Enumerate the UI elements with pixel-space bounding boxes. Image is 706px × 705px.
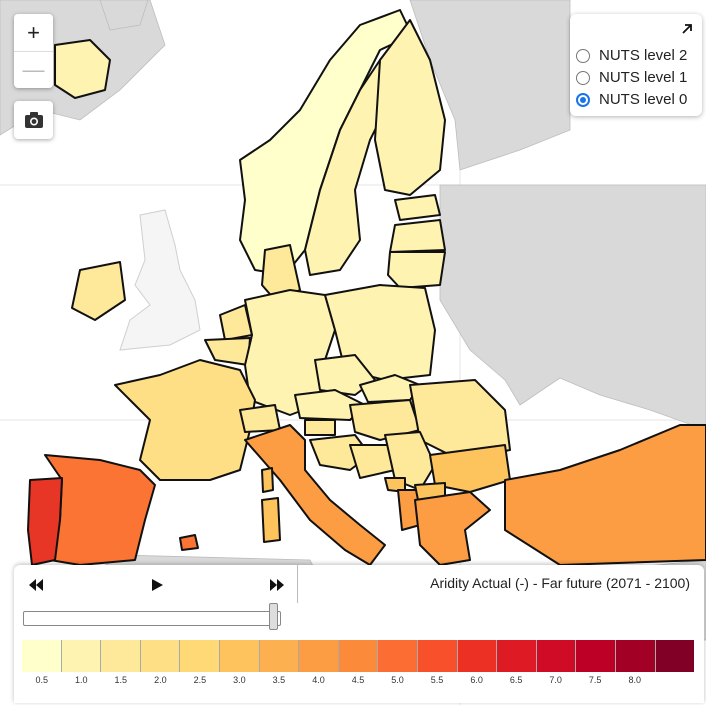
legend-swatch (377, 640, 417, 672)
layer-option-nuts0[interactable]: NUTS level 0 (576, 91, 687, 108)
legend-ticks: 0.5 1.0 1.5 2.0 2.5 3.0 3.5 4.0 4.5 5.0 5.5 6.0 6.5 7… (22, 675, 694, 689)
region-balearic (179, 534, 199, 551)
legend-tick-label: 3.5 (272, 675, 286, 685)
legend-tick-label: 6.5 (509, 675, 523, 685)
region-france (114, 359, 256, 481)
legend-swatch (179, 640, 219, 672)
region-serbia (384, 431, 436, 491)
legend-tick-label: 5.5 (430, 675, 444, 685)
zoom-out-button[interactable]: — (14, 51, 53, 88)
region-portugal (27, 477, 63, 566)
region-latvia (389, 219, 446, 253)
legend-swatch (456, 640, 497, 672)
zoom-in-button[interactable]: + (27, 19, 40, 45)
timeline-panel: Aridity Actual (-) - Far future (2071 - … (14, 565, 704, 703)
region-slovenia (304, 419, 336, 436)
layer-option-nuts2[interactable]: NUTS level 2 (576, 47, 687, 64)
time-slider-track[interactable] (23, 611, 281, 626)
legend-tick-label: 1.5 (114, 675, 128, 685)
fast-forward-icon[interactable] (267, 575, 287, 595)
legend-tick-label: 2.0 (154, 675, 167, 685)
region-italy (244, 424, 386, 566)
legend-swatch (60, 640, 101, 672)
region-iceland (54, 39, 111, 99)
region-corsica (261, 467, 274, 493)
legend-swatch (654, 640, 695, 672)
dataset-title: Aridity Actual (-) - Far future (2071 - … (430, 575, 690, 591)
radio-nuts2[interactable] (576, 48, 590, 63)
region-spain (44, 454, 156, 566)
region-sweden (304, 59, 391, 276)
layer-label-nuts0: NUTS level 0 (599, 91, 688, 108)
nodata-uk (119, 209, 201, 351)
region-greece (414, 491, 491, 566)
panel-divider (297, 565, 298, 603)
legend-swatch (614, 640, 655, 672)
legend-swatch (496, 640, 536, 672)
camera-icon (24, 112, 43, 128)
legend-tick-label: 5.0 (391, 675, 404, 685)
region-switzerland (239, 404, 281, 433)
color-legend (22, 640, 695, 672)
legend-tick-label: 4.5 (351, 675, 365, 685)
layer-label-nuts1: NUTS level 1 (599, 69, 688, 86)
region-bulgaria (429, 444, 511, 493)
legend-swatch (575, 640, 615, 672)
legend-tick-label: 1.0 (75, 675, 88, 685)
legend-swatch (100, 640, 140, 672)
legend-tick-label: 7.5 (588, 675, 602, 685)
legend-swatch (416, 640, 457, 672)
legend-swatch (258, 640, 299, 672)
region-sardinia (261, 497, 281, 543)
radio-nuts0[interactable] (576, 92, 590, 107)
arrow-up-right-icon[interactable] (680, 22, 694, 36)
rewind-icon[interactable] (26, 575, 46, 595)
legend-swatch (298, 640, 338, 672)
legend-swatch (22, 640, 61, 672)
legend-swatch (139, 640, 180, 672)
region-ireland (71, 261, 126, 321)
legend-tick-label: 2.5 (193, 675, 207, 685)
layer-selector: NUTS level 2 NUTS level 1 NUTS level 0 (570, 14, 702, 116)
region-estonia (394, 194, 441, 221)
nuts0-regions[interactable] (27, 9, 706, 566)
region-lithuania (387, 251, 446, 289)
layer-option-nuts1[interactable]: NUTS level 1 (576, 69, 687, 86)
legend-tick-label: 8.0 (628, 675, 641, 685)
legend-tick-label: 4.0 (312, 675, 325, 685)
legend-swatch (218, 640, 259, 672)
time-slider-thumb[interactable] (269, 603, 278, 630)
legend-swatch (535, 640, 576, 672)
layer-label-nuts2: NUTS level 2 (599, 47, 688, 64)
radio-nuts1[interactable] (576, 70, 590, 85)
legend-tick-label: 3.0 (233, 675, 246, 685)
legend-tick-label: 6.0 (470, 675, 483, 685)
play-icon[interactable] (147, 575, 167, 595)
legend-tick-label: 0.5 (35, 675, 49, 685)
region-finland (374, 19, 446, 196)
region-turkey (504, 424, 706, 566)
zoom-control: + — (14, 14, 53, 88)
screenshot-button[interactable] (14, 101, 53, 139)
legend-tick-label: 7.0 (549, 675, 562, 685)
legend-swatch (337, 640, 378, 672)
